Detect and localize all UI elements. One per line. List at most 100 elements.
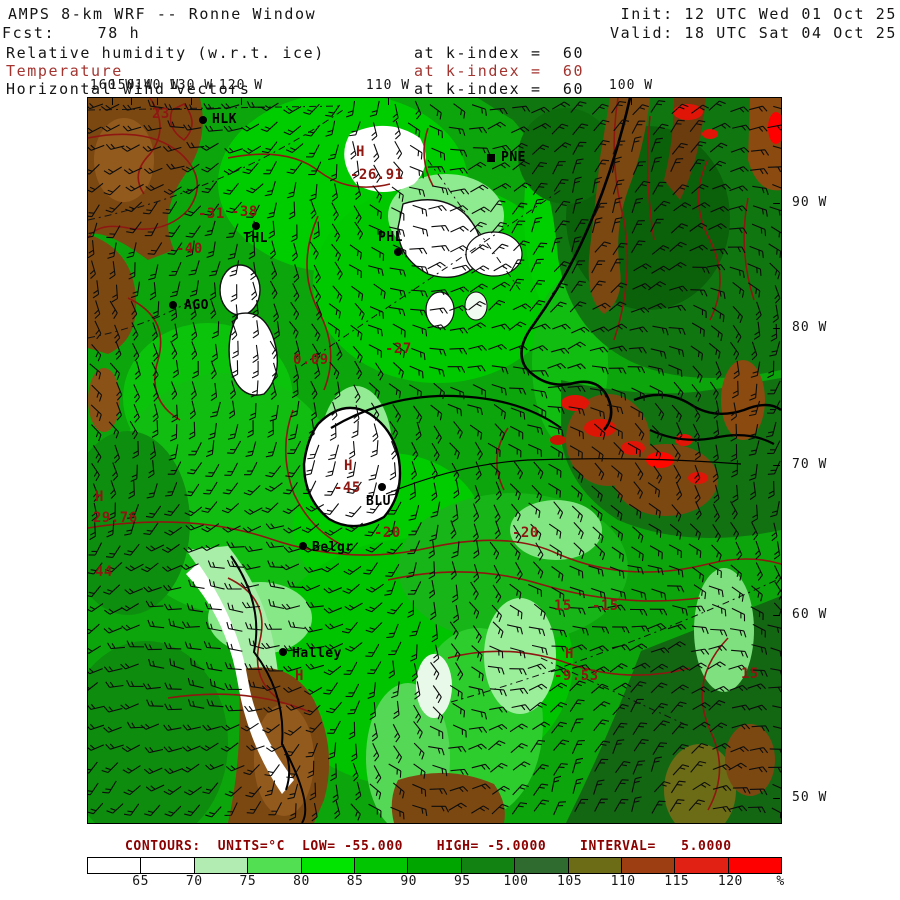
y-axis-label: 50 W: [792, 790, 828, 805]
colorbar-tick-label: 95: [453, 874, 471, 889]
colorbar-cell: [193, 858, 248, 873]
x-axis-label: 110 W: [365, 78, 411, 93]
colorbar-tick-label: %: [776, 874, 785, 889]
colorbar-tick-label: 105: [557, 874, 583, 889]
map-canvas: [88, 98, 781, 823]
colorbar-cell: [88, 858, 141, 873]
contour-label: 29.76: [93, 510, 138, 526]
contour-label: -38: [231, 204, 258, 220]
contour-label: -31: [198, 206, 225, 222]
contour-label: -26.91: [350, 167, 404, 183]
colorbar-cell: [353, 858, 408, 873]
field-2-level: at k-index = 60: [414, 62, 585, 80]
colorbar-cell: [407, 858, 461, 873]
x-axis-tick: [191, 98, 192, 105]
contour-label: H: [356, 144, 365, 160]
wind-barbs-layer: [88, 99, 781, 822]
colorbar-tick-label: 65: [132, 874, 149, 889]
colorbar-cell: [674, 858, 728, 873]
x-axis-label: 130 W: [168, 78, 214, 93]
plot-title: AMPS 8-km WRF -- Ronne Window: [8, 5, 317, 23]
contour-label: H: [295, 668, 304, 684]
contour-label: 23: [152, 106, 170, 122]
station-label: Belgr: [312, 540, 354, 555]
station-label: THL: [243, 231, 268, 246]
contour-label: -20: [512, 525, 539, 541]
station-marker: [299, 542, 307, 550]
contour-label: -9.53: [554, 668, 599, 684]
colorbar: [87, 857, 782, 874]
contour-info-line: CONTOURS: UNITS=°C LOW= -55.000 HIGH= -5…: [125, 839, 732, 854]
station-label: PNE: [501, 150, 526, 165]
contour-label: -20: [374, 525, 401, 541]
colorbar-cell: [300, 858, 354, 873]
colorbar-cell: [727, 858, 782, 873]
contour-label: -27: [385, 341, 412, 357]
colorbar-tick-label: 120: [717, 874, 743, 889]
x-axis-label: 160 W: [89, 78, 135, 93]
field-2-label: Temperature: [6, 62, 123, 80]
x-axis-tick: [157, 98, 158, 105]
station-label: PHL: [378, 230, 403, 245]
colorbar-tick-label: 80: [293, 874, 310, 889]
contour-label: H: [565, 646, 574, 662]
station-marker: [378, 483, 386, 491]
contour-label: H: [95, 489, 104, 505]
x-axis-tick: [112, 98, 113, 105]
station-marker: [394, 248, 402, 256]
contour-label: -40: [176, 241, 203, 257]
colorbar-ticks: 65 70 75 80 85 90 95 100 105 110 115 120%: [87, 874, 784, 890]
colorbar-tick-label: 85: [346, 874, 364, 889]
station-marker: [169, 301, 177, 309]
station-label: BLU: [366, 494, 391, 509]
init-time: Init: 12 UTC Wed 01 Oct 25: [620, 5, 897, 23]
contour-label: 15: [554, 598, 572, 614]
colorbar-tick-label: 70: [185, 874, 203, 889]
y-axis-tick: [773, 798, 780, 799]
colorbar-tick-label: 90: [400, 874, 418, 889]
colorbar-tick-label: 75: [239, 874, 257, 889]
x-axis-tick: [388, 98, 389, 105]
field-1-label: Relative humidity (w.r.t. ice): [6, 44, 325, 62]
colorbar-tick-label: 115: [664, 874, 690, 889]
contour-label: 0.09: [293, 352, 329, 368]
colorbar-cell: [567, 858, 621, 873]
station-marker: [279, 648, 287, 656]
x-axis-label: 100 W: [608, 78, 654, 93]
colorbar-cell: [514, 858, 568, 873]
contour-label: 15: [741, 666, 759, 682]
colorbar-cell: [247, 858, 301, 873]
x-axis-label: 140 W: [134, 78, 180, 93]
y-axis-tick: [773, 328, 780, 329]
y-axis-label: 70 W: [792, 457, 828, 472]
colorbar-cell: [460, 858, 515, 873]
y-axis-label: 90 W: [792, 195, 828, 210]
colorbar-cell: [140, 858, 194, 873]
y-axis-tick: [773, 615, 780, 616]
y-axis-label: 60 W: [792, 607, 828, 622]
x-axis-tick: [131, 98, 132, 105]
station-marker: [199, 116, 207, 124]
colorbar-tick-label: 100: [503, 874, 529, 889]
station-label: Halley: [292, 646, 342, 661]
x-axis-label: 120 W: [218, 78, 264, 93]
field-1-level: at k-index = 60: [414, 44, 585, 62]
contour-label: 44: [95, 564, 113, 580]
colorbar-tick-label: 110: [610, 874, 636, 889]
field-3-level: at k-index = 60: [414, 80, 585, 98]
valid-time: Valid: 18 UTC Sat 04 Oct 25: [609, 24, 897, 42]
y-axis-tick: [773, 203, 780, 204]
station-label: AGO: [184, 298, 209, 313]
y-axis-tick: [773, 465, 780, 466]
station-marker: [252, 222, 260, 230]
map-area: [87, 97, 782, 824]
contour-label: -45: [334, 480, 361, 496]
x-axis-label: 150 W: [108, 78, 154, 93]
contour-label: -15: [592, 598, 619, 614]
station-label: HLK: [212, 112, 237, 127]
contour-label: H: [344, 458, 353, 474]
station-marker: [487, 154, 495, 162]
y-axis-label: 80 W: [792, 320, 828, 335]
x-axis-tick: [241, 98, 242, 105]
